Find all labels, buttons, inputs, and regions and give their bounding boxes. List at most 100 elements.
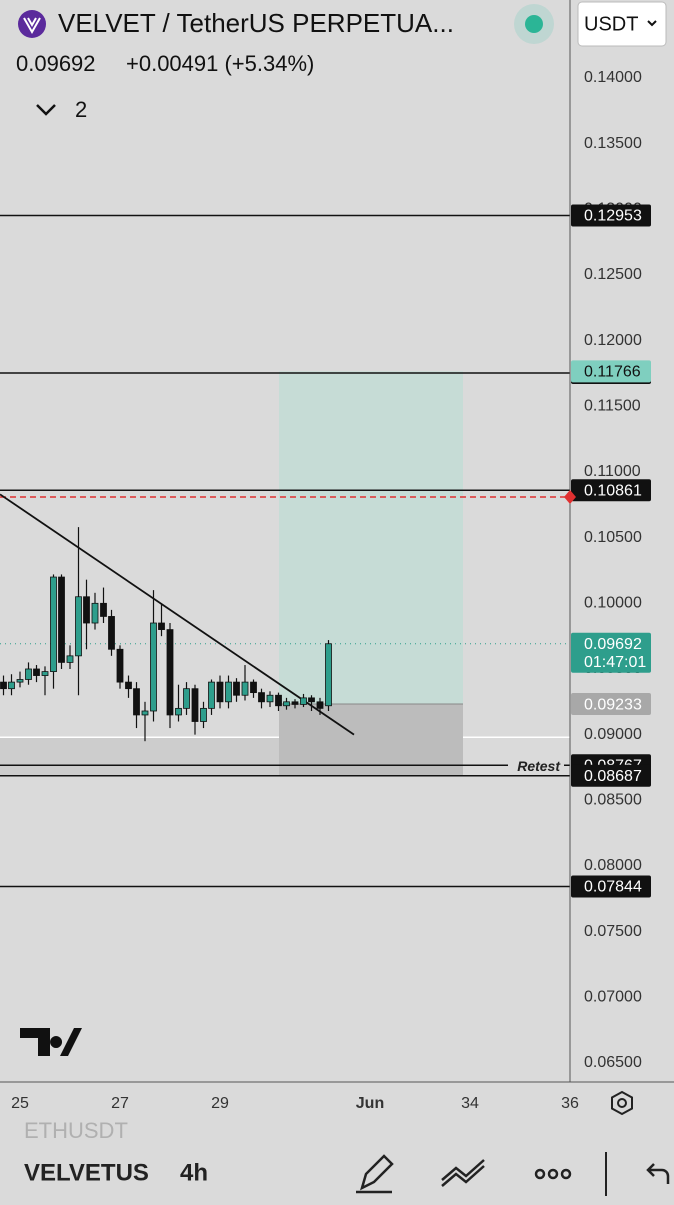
support-zone (0, 737, 279, 776)
candle-body (33, 668, 40, 676)
candle-body (83, 596, 90, 624)
candle-body (266, 694, 274, 703)
candle-body (225, 681, 232, 703)
x-tick-label: 27 (111, 1095, 129, 1112)
candle-body (133, 688, 140, 716)
y-tick-label: 0.10000 (584, 595, 642, 612)
draw-icon[interactable] (356, 1154, 394, 1194)
candle-body (158, 622, 165, 630)
candle-body (8, 681, 15, 690)
x-tick-label: 34 (461, 1095, 479, 1112)
candle-body (75, 596, 82, 657)
candle-body (0, 681, 7, 690)
candle-body (308, 697, 315, 703)
y-tick-label: 0.11500 (584, 398, 641, 415)
countdown-label: 01:47:01 (584, 654, 646, 671)
y-tick-label: 0.13500 (584, 135, 642, 152)
collapse-icon[interactable] (36, 104, 56, 116)
candle-body (208, 681, 215, 709)
y-tick-label: 0.14000 (584, 69, 642, 86)
y-tick-label: 0.12500 (584, 266, 642, 283)
candle-body (250, 681, 257, 694)
x-tick-label: Jun (356, 1095, 384, 1112)
price-label-box (571, 632, 651, 673)
price-label-box (571, 764, 651, 787)
retest-label: Retest (517, 758, 561, 774)
price-label-box (571, 360, 651, 383)
y-tick-label: 0.08000 (584, 857, 642, 874)
candle-body (25, 668, 32, 680)
position-loss (279, 704, 463, 776)
symbol-title[interactable]: VELVET / TetherUS PERPETUA... (58, 8, 454, 38)
price-change: +0.00491 (+5.34%) (126, 51, 314, 76)
currency-select[interactable] (577, 1, 667, 47)
candle-body (241, 681, 249, 696)
back-icon[interactable] (646, 1163, 670, 1184)
tv-logo (20, 1028, 82, 1056)
faded-symbol: ETHUSDT (24, 1118, 128, 1143)
price-label: 0.12953 (584, 208, 642, 225)
x-tick-label: 29 (211, 1095, 229, 1112)
candle-body (191, 688, 199, 722)
price-label: 0.07844 (584, 879, 642, 896)
candle-body (291, 701, 299, 705)
status-dot (525, 15, 543, 33)
candle-body (166, 629, 174, 716)
alert-marker (564, 489, 576, 504)
candle-body (325, 643, 332, 707)
candle-body (316, 701, 324, 709)
x-tick-label: 25 (11, 1095, 29, 1112)
candle-body (200, 707, 207, 722)
price-label: 0.10861 (584, 482, 642, 499)
price-label-box (571, 479, 651, 502)
candle-body (216, 681, 224, 703)
candle-body (141, 710, 149, 716)
y-tick-label: 0.09000 (584, 726, 642, 743)
candle-body (100, 602, 107, 617)
candle-body (125, 681, 132, 690)
candle-body (258, 692, 265, 703)
candle-body (283, 701, 290, 707)
price-label-box (571, 204, 651, 227)
price-label: 0.09233 (584, 696, 642, 713)
y-tick-label: 0.08500 (584, 792, 642, 809)
candle-body (66, 655, 74, 663)
price-label: 0.08687 (584, 768, 642, 785)
currency: USDT (584, 13, 638, 35)
y-tick-label: 0.07000 (584, 989, 642, 1006)
toolbar-interval[interactable]: 4h (180, 1159, 208, 1186)
position-profit (279, 371, 463, 705)
candle-body (58, 576, 65, 663)
price-label-box (571, 693, 651, 716)
candle-body (175, 707, 182, 716)
dropdown-arrow (647, 20, 657, 27)
coin-logo-mark (23, 17, 41, 35)
price-label-box (571, 875, 651, 898)
candle-body (183, 688, 190, 709)
candle-body (108, 616, 115, 650)
trendline (0, 493, 355, 736)
settings-icon-center (617, 1098, 627, 1108)
toolbar (0, 1122, 674, 1200)
y-tick-label: 0.12000 (584, 332, 642, 349)
candle-body (275, 694, 282, 707)
candle-body (150, 622, 157, 712)
price-label: 0.09692 (584, 636, 642, 653)
indicator-count[interactable]: 2 (75, 97, 87, 122)
y-tick-label: 0.06500 (584, 1054, 642, 1071)
more-icon[interactable] (534, 1168, 572, 1180)
settings-icon[interactable] (611, 1090, 633, 1116)
candle-body (300, 697, 307, 705)
candle-body (233, 681, 240, 696)
lines-icon[interactable] (441, 1159, 485, 1187)
y-tick-label: 0.10500 (584, 529, 642, 546)
y-tick-label: 0.07500 (584, 923, 642, 940)
toolbar-symbol[interactable]: VELVETUS (24, 1159, 149, 1186)
retest-line-gap (508, 764, 564, 768)
candle-body (41, 671, 49, 676)
candle-body (116, 648, 124, 683)
x-tick-label: 36 (561, 1095, 579, 1112)
candle-body (50, 576, 57, 673)
last-price: 0.09692 (16, 51, 96, 76)
